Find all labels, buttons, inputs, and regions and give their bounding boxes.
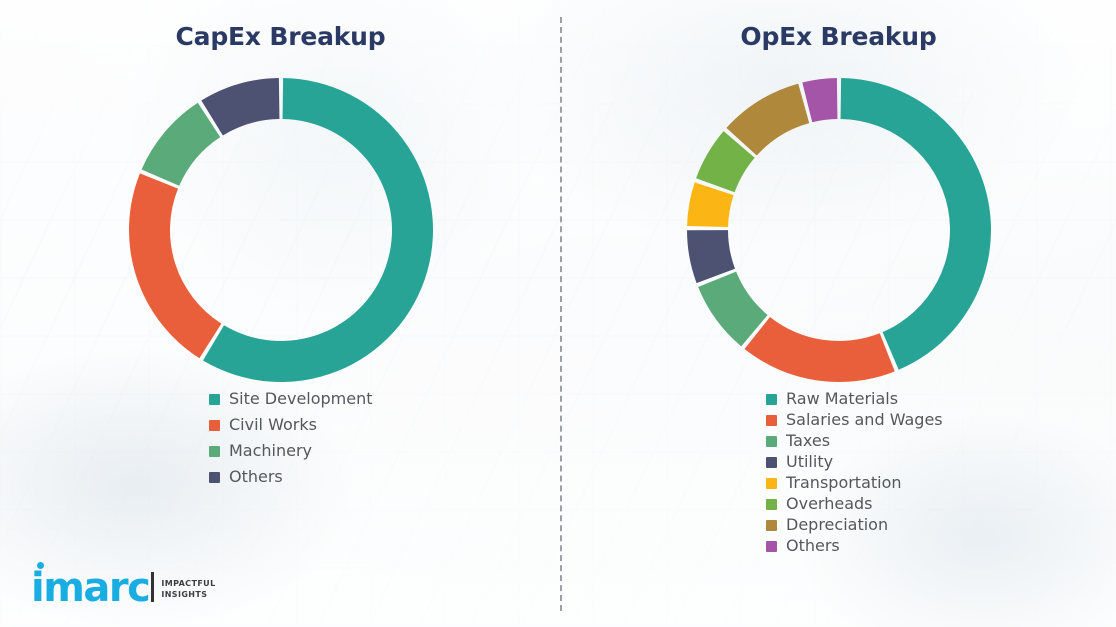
donut-slice (840, 78, 991, 370)
legend-item[interactable]: Utility (766, 454, 943, 470)
legend-item[interactable]: Civil Works (209, 417, 373, 433)
legend-item[interactable]: Overheads (766, 496, 943, 512)
opex-chart-title: OpEx Breakup (740, 22, 937, 51)
legend-swatch-icon (766, 519, 777, 531)
legend-item-label: Depreciation (786, 515, 889, 534)
legend-item-label: Salaries and Wages (786, 410, 943, 429)
legend-item-label: Transportation (786, 473, 902, 492)
donut-slice (201, 78, 280, 136)
opex-panel: OpEx Breakup (561, 0, 1116, 627)
logo-wordmark-text: imarc (31, 564, 151, 611)
panel-divider (560, 17, 562, 611)
donut-slice (726, 83, 810, 156)
legend-swatch-icon (209, 393, 220, 405)
legend-swatch-icon (766, 393, 777, 405)
legend-item-label: Site Development (229, 389, 373, 408)
donut-slice (802, 78, 838, 123)
logo-wordmark: imarc (31, 561, 151, 608)
legend-item-label: Machinery (229, 441, 313, 460)
donut-slice (129, 173, 222, 359)
legend-swatch-icon (766, 540, 777, 552)
legend-item-label: Civil Works (229, 415, 317, 434)
legend-item-label: Taxes (786, 431, 831, 450)
donut-slice (202, 78, 434, 382)
legend-item-label: Others (229, 467, 283, 486)
capex-donut-chart (125, 74, 437, 386)
legend-item-label: Overheads (786, 494, 873, 513)
legend-item[interactable]: Machinery (209, 443, 373, 459)
legend-swatch-icon (209, 445, 220, 457)
opex-donut-svg (687, 78, 991, 383)
opex-donut-chart (683, 74, 995, 386)
logo-tagline: IMPACTFUL INSIGHTS (161, 578, 215, 605)
legend-item-label: Utility (786, 452, 834, 471)
opex-legend: Raw Materials Salaries and Wages Taxes Util… (766, 391, 943, 559)
legend-swatch-icon (766, 435, 777, 447)
donut-slice (141, 102, 221, 186)
logo-dot-icon (37, 561, 44, 569)
legend-swatch-icon (209, 419, 220, 431)
donut-slice (687, 182, 734, 228)
donut-slice (698, 271, 768, 347)
legend-swatch-icon (766, 456, 777, 468)
donut-slice (696, 131, 755, 193)
legend-item[interactable]: Others (766, 538, 943, 554)
legend-item[interactable]: Site Development (209, 391, 373, 407)
logo-divider-bar (151, 572, 155, 602)
capex-legend: Site Development Civil Works Machinery Othe… (209, 391, 373, 495)
donut-slice (687, 230, 735, 284)
legend-item-label: Others (786, 536, 840, 555)
legend-swatch-icon (766, 498, 777, 510)
legend-item[interactable]: Raw Materials (766, 391, 943, 407)
imarc-logo: imarc IMPACTFUL INSIGHTS (31, 561, 216, 608)
legend-item[interactable]: Depreciation (766, 517, 943, 533)
donut-slice (744, 316, 895, 383)
capex-chart-title: CapEx Breakup (175, 22, 386, 51)
capex-panel: CapEx Breakup Site Development Civil Work… (125, 22, 437, 495)
logo-tagline-line1: IMPACTFUL (161, 578, 216, 588)
legend-swatch-icon (209, 471, 220, 483)
legend-item-label: Raw Materials (786, 389, 899, 408)
logo-tagline-line2: INSIGHTS (161, 590, 208, 600)
legend-swatch-icon (766, 414, 777, 426)
capex-donut-slices (129, 78, 434, 382)
legend-item[interactable]: Others (209, 469, 373, 485)
opex-donut-slices (687, 78, 991, 383)
capex-donut-svg (129, 78, 434, 382)
legend-item[interactable]: Salaries and Wages (766, 412, 943, 428)
legend-item[interactable]: Taxes (766, 433, 943, 449)
legend-item[interactable]: Transportation (766, 475, 943, 491)
legend-swatch-icon (766, 477, 777, 489)
